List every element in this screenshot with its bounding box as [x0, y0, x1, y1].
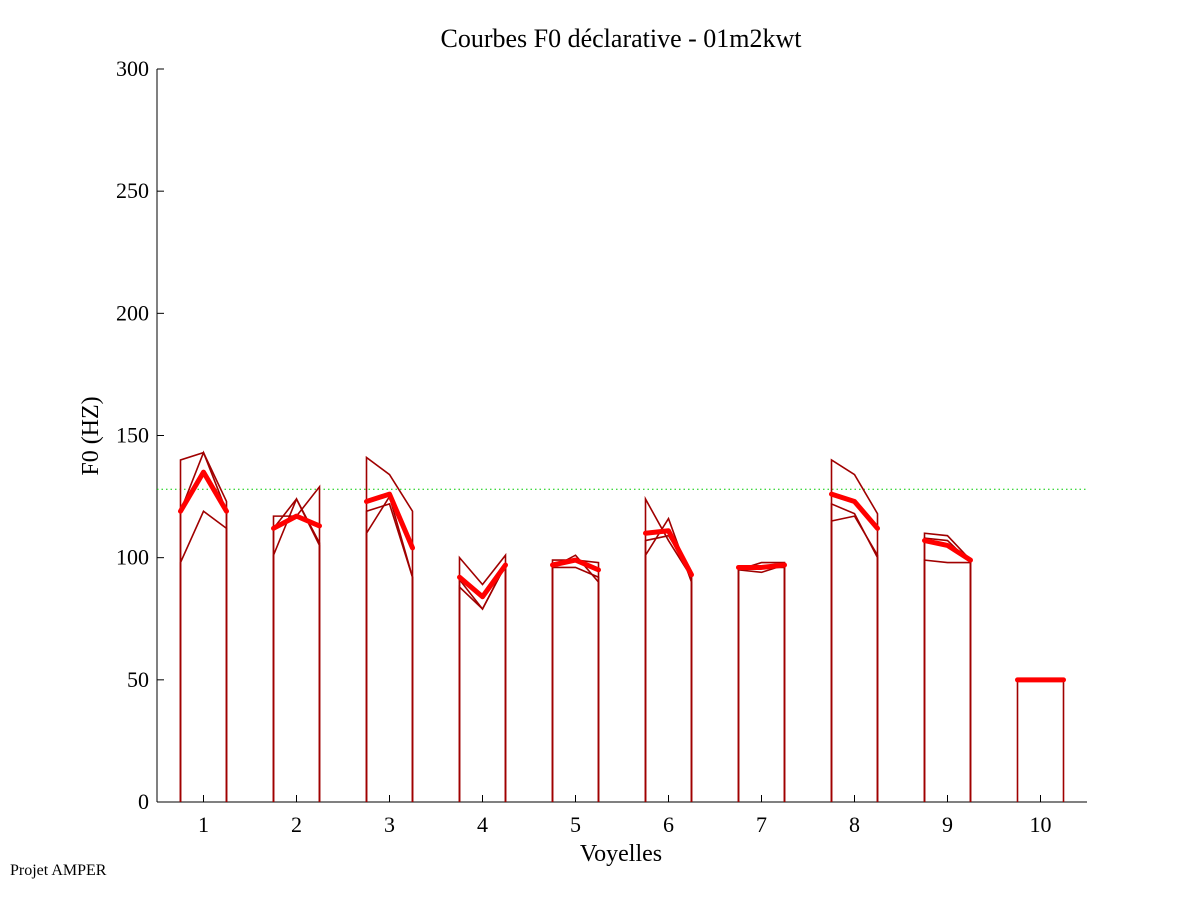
y-tick-label: 150 — [116, 423, 149, 448]
x-tick-label: 10 — [1030, 812, 1052, 837]
vowel-curve — [923, 532, 972, 802]
mean-curve — [643, 528, 694, 578]
y-tick-label: 250 — [116, 178, 149, 203]
vowel-curve — [1016, 679, 1065, 802]
x-tick-label: 7 — [756, 812, 767, 837]
x-tick-label: 9 — [942, 812, 953, 837]
y-axis-label: F0 (HZ) — [78, 396, 104, 475]
vowel-curve — [365, 494, 414, 802]
plot-area: 0 50 100 150 200 250 300 1 2 3 4 5 6 7 8 9 10 — [116, 56, 1087, 837]
vowel-curve — [272, 497, 321, 802]
y-tick-label: 200 — [116, 300, 149, 325]
vowel-group — [829, 458, 880, 802]
vowel-curve — [737, 563, 786, 802]
x-axis-label: Voyelles — [580, 841, 662, 867]
y-tick-label: 300 — [116, 56, 149, 81]
y-tick-label: 100 — [116, 545, 149, 570]
x-tick-label: 8 — [849, 812, 860, 837]
x-tick-label: 1 — [198, 812, 209, 837]
vowel-curve — [551, 559, 600, 802]
vowel-curve — [830, 458, 879, 802]
vowel-curve — [179, 450, 228, 802]
vowel-group — [457, 552, 508, 802]
vowel-curve — [923, 559, 972, 802]
vowel-curve — [551, 566, 600, 802]
mean-curve — [178, 469, 229, 514]
vowel-curve — [737, 566, 786, 802]
vowel-group — [922, 532, 973, 802]
mean-curve — [550, 557, 601, 573]
footer-credit: Projet AMPER — [10, 862, 107, 879]
y-tick-label: 0 — [138, 789, 149, 814]
mean-curve — [736, 562, 787, 570]
vowel-group — [550, 554, 601, 802]
mean-curve — [271, 513, 322, 531]
vowel-group — [1015, 677, 1066, 802]
vowel-group — [271, 484, 322, 802]
mean-curve — [457, 562, 508, 600]
vowel-curve — [458, 552, 507, 802]
chart-title: Courbes F0 déclarative - 01m2kwt — [440, 24, 802, 53]
x-tick-label: 3 — [384, 812, 395, 837]
vowel-curve — [272, 484, 321, 802]
x-tick-label: 4 — [477, 812, 488, 837]
mean-curve — [829, 491, 880, 531]
vowel-curve — [179, 510, 228, 802]
vowel-curve — [458, 564, 507, 802]
vowel-curve — [179, 451, 228, 802]
x-tick-label: 2 — [291, 812, 302, 837]
y-tick-label: 50 — [127, 667, 149, 692]
vowel-curve — [272, 497, 321, 802]
mean-curve — [922, 538, 973, 563]
vowel-group — [643, 495, 694, 802]
vowel-group — [736, 561, 787, 802]
x-tick-label: 6 — [663, 812, 674, 837]
x-tick-label: 5 — [570, 812, 581, 837]
vowel-curve — [644, 534, 693, 802]
mean-curve — [364, 491, 415, 551]
vowel-group — [364, 455, 415, 802]
vowel-curve — [551, 554, 600, 802]
vowel-curve — [830, 515, 879, 802]
vowel-curve — [923, 537, 972, 802]
vowel-group — [178, 450, 229, 802]
vowel-curve — [737, 561, 786, 802]
vowel-curve — [458, 564, 507, 802]
vowel-curve — [365, 502, 414, 802]
vowel-curve — [830, 502, 879, 802]
